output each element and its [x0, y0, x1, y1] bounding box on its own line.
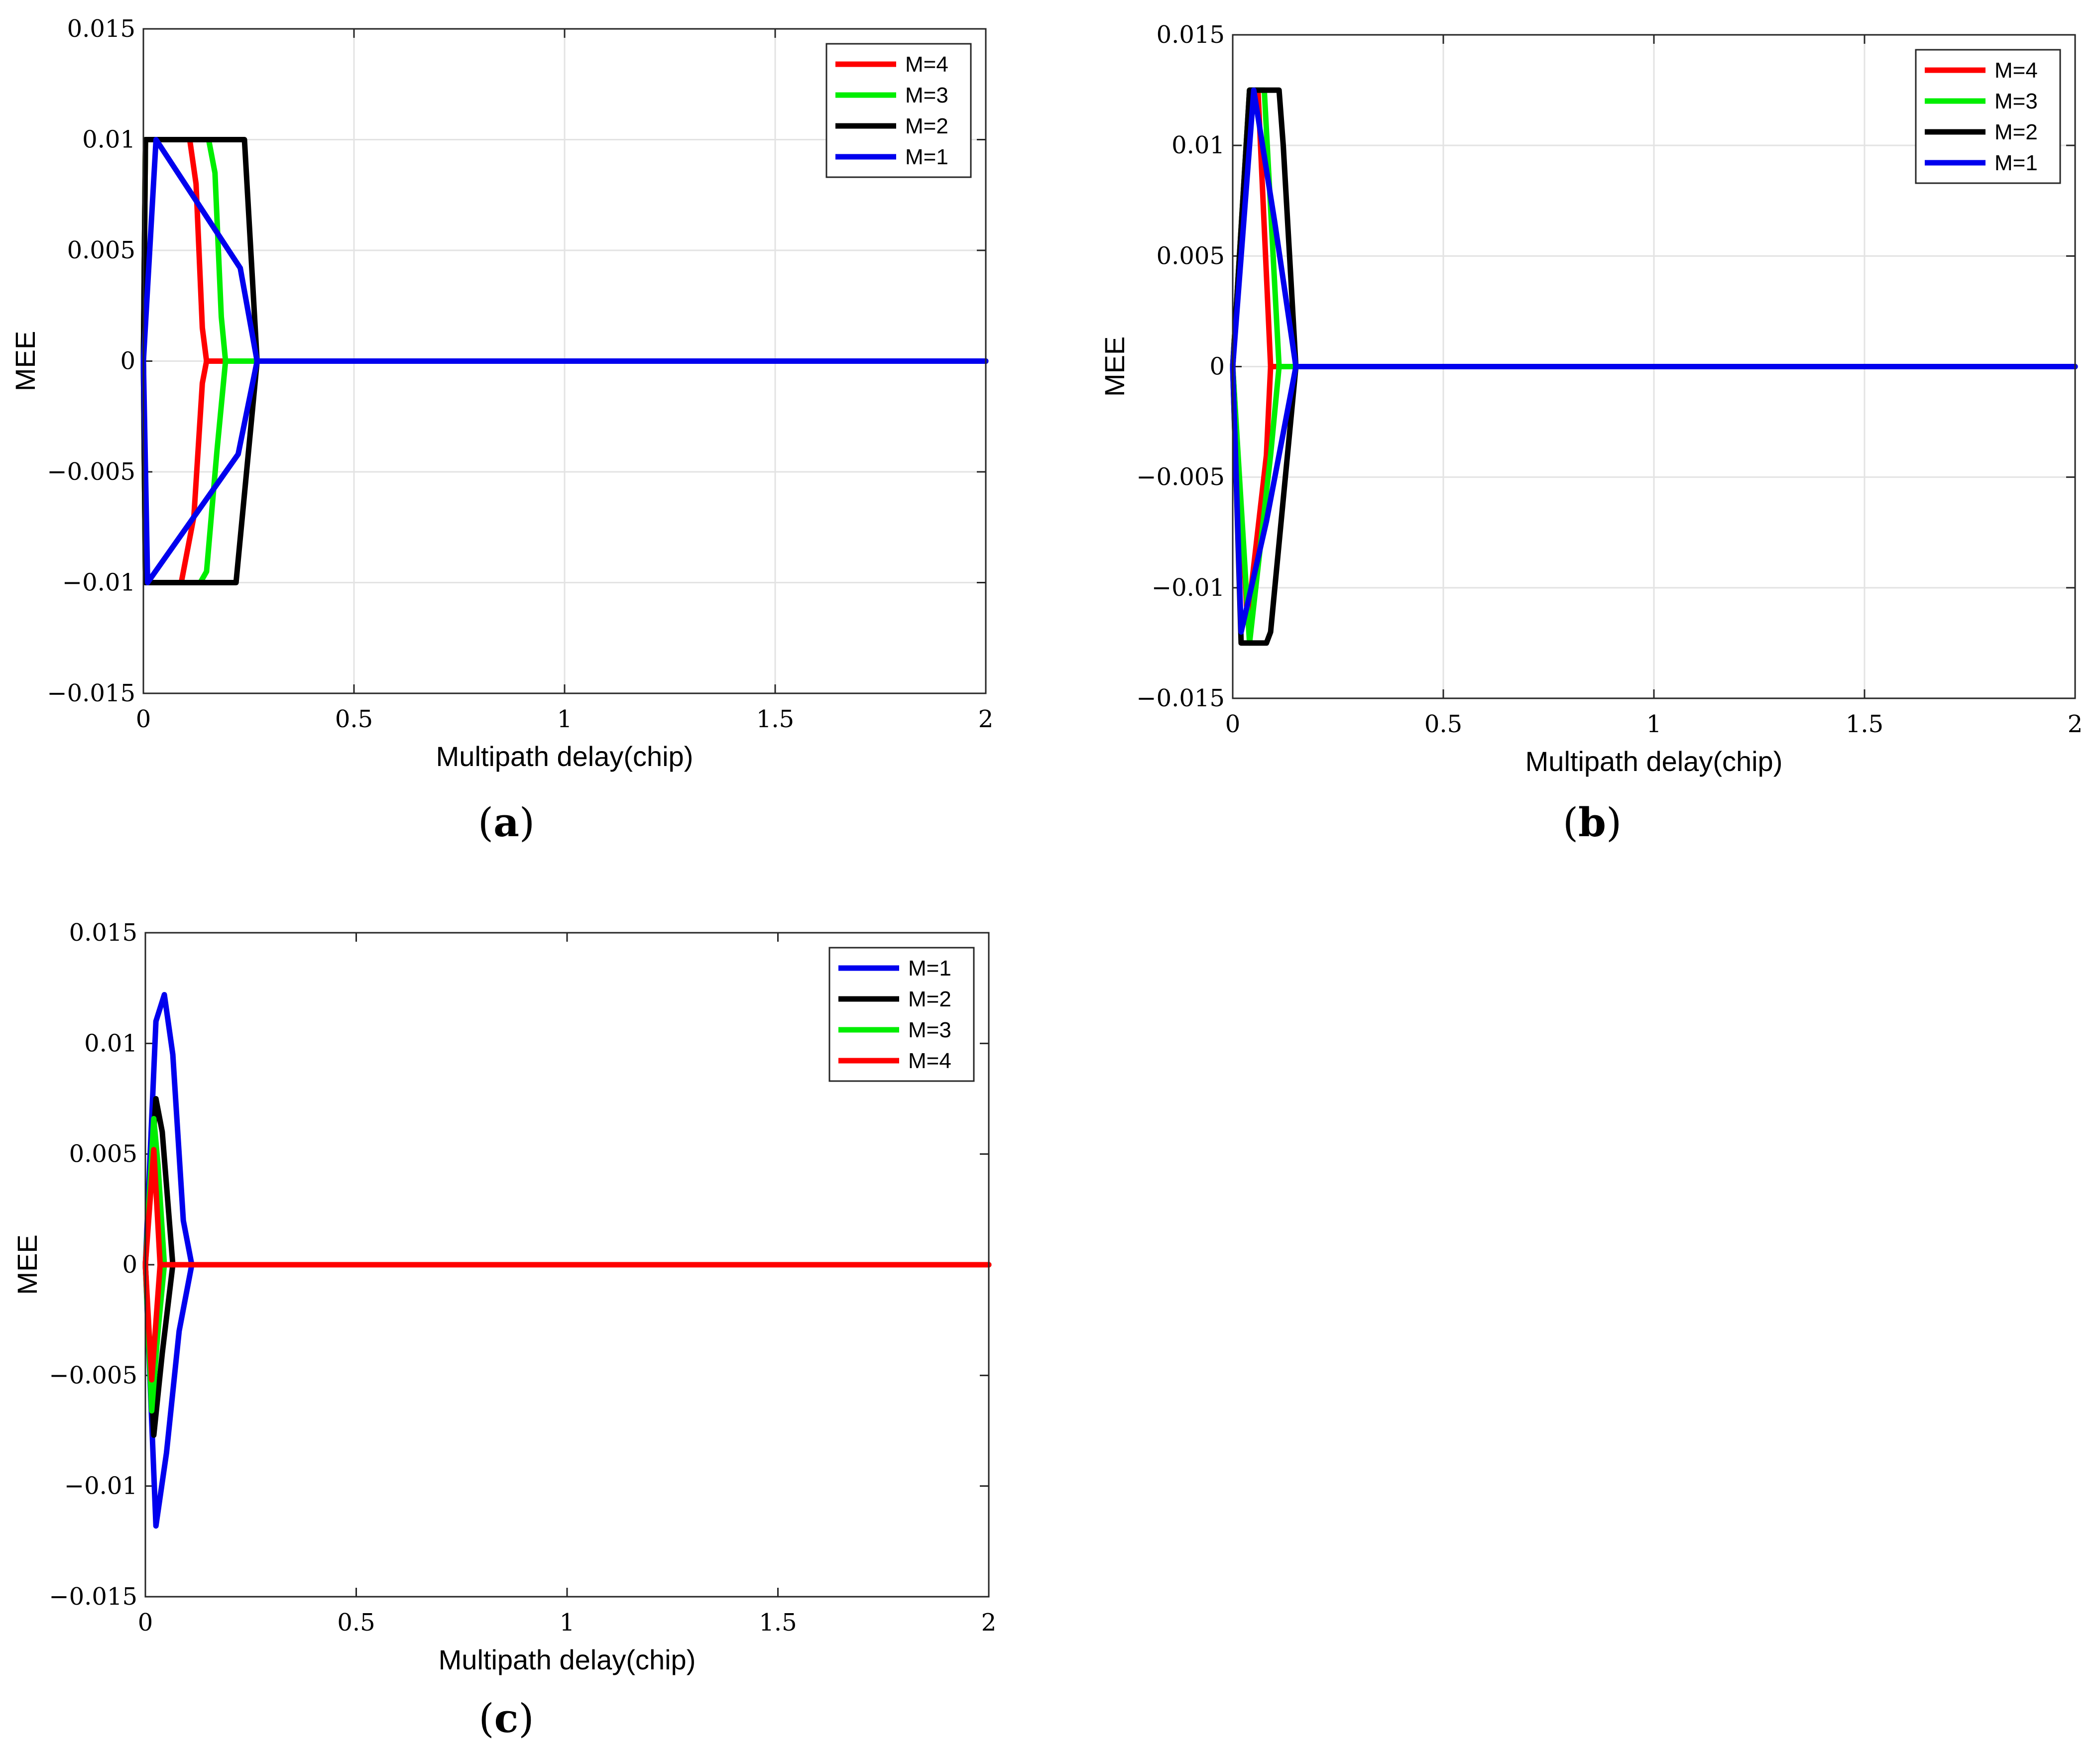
- x-tick-label: 0: [138, 1609, 153, 1637]
- axes-box: [1232, 34, 2076, 699]
- caption-paren-open: (: [478, 799, 493, 846]
- y-tick-label: 0.005: [69, 1140, 137, 1168]
- legend-label-m4: M=4: [1994, 58, 2038, 83]
- x-tick-label: 2: [978, 705, 994, 733]
- panel-caption: (a): [478, 799, 535, 846]
- x-tick-label: 0: [1225, 710, 1241, 738]
- chart-panel-a: 0 0.5 1 1.5 2 −0.015 −0.01 −0.005 0 0.005 0.01 0.01…: [9, 15, 993, 846]
- x-tick-label: 1: [1646, 710, 1662, 738]
- y-tick-label: 0.005: [67, 236, 135, 264]
- chart-panel-b: 0 0.5 1 1.5 2 −0.015 −0.01 −0.005 0 0.005 0.01 0.01…: [1099, 21, 2083, 846]
- y-tick-label: 0.01: [84, 1029, 137, 1057]
- series-line-m4-upper: [142, 1147, 992, 1268]
- y-axis-label: MEE: [1099, 336, 1130, 397]
- y-tick-label: 0.01: [82, 126, 135, 154]
- legend-label-m1: M=1: [1994, 151, 2038, 175]
- axes-box: [142, 28, 987, 694]
- y-tick-label: −0.01: [1152, 574, 1225, 602]
- y-tick-label: 0.005: [1157, 242, 1225, 270]
- caption-paren-close: ): [1606, 799, 1622, 846]
- legend-label-m1: M=1: [905, 145, 948, 169]
- legend-label-m3: M=3: [1994, 89, 2038, 113]
- series-line-m1-lower: [1230, 364, 1299, 635]
- legend-label-m4: M=4: [908, 1049, 951, 1073]
- x-axis-label: Multipath delay(chip): [439, 1644, 696, 1675]
- caption-paren-close: ): [519, 799, 535, 846]
- y-tick-label: 0.015: [1157, 21, 1225, 49]
- x-tick-label: 1.5: [759, 1609, 797, 1637]
- series-line-m1-upper: [1230, 87, 2078, 369]
- x-tick-label: 0: [136, 705, 151, 733]
- series-line-m4-lower: [142, 1262, 163, 1383]
- series-line-m1-lower: [142, 1262, 195, 1529]
- legend-label-m2: M=2: [905, 114, 948, 138]
- caption-letter: a: [493, 799, 519, 846]
- y-tick-label: 0.01: [1171, 131, 1225, 159]
- x-tick-label: 1: [557, 705, 573, 733]
- y-axis-label: MEE: [9, 331, 41, 391]
- legend: M=1 M=2 M=3 M=4: [828, 947, 975, 1082]
- series-group: [142, 992, 992, 1529]
- x-tick-label: 1.5: [1846, 710, 1883, 738]
- axes-box: [144, 932, 990, 1598]
- y-tick-label: 0: [120, 347, 135, 375]
- chart-panel-c: 0 0.5 1 1.5 2 −0.015 −0.01 −0.005 0 0.005 0.01 0.01…: [11, 919, 996, 1742]
- legend-label-m2: M=2: [1994, 120, 2038, 144]
- y-tick-label: −0.005: [49, 1361, 137, 1389]
- legend-label-m1: M=1: [908, 956, 951, 981]
- series-line-m1-lower: [140, 358, 260, 585]
- x-axis-label: Multipath delay(chip): [1525, 746, 1783, 777]
- x-tick-label: 1: [560, 1609, 575, 1637]
- x-tick-label: 2: [2068, 710, 2083, 738]
- y-tick-label: 0: [122, 1251, 137, 1279]
- y-tick-label: −0.015: [49, 1583, 137, 1611]
- legend: M=4 M=3 M=2 M=1: [1915, 49, 2061, 184]
- x-tick-label: 2: [981, 1609, 997, 1637]
- x-tick-label: 1.5: [756, 705, 794, 733]
- series-line-m1-upper: [140, 137, 989, 364]
- panel-caption: (c): [478, 1695, 534, 1742]
- series-group: [140, 137, 989, 585]
- y-tick-label: −0.005: [1136, 463, 1225, 491]
- legend: M=4 M=3 M=2 M=1: [825, 43, 972, 178]
- y-tick-label: −0.015: [47, 679, 135, 707]
- caption-letter: c: [494, 1695, 519, 1742]
- caption-paren-close: ): [518, 1695, 534, 1742]
- caption-paren-open: (: [1563, 799, 1578, 846]
- y-tick-label: −0.015: [1136, 684, 1225, 712]
- y-tick-label: 0: [1209, 353, 1225, 381]
- x-tick-label: 0.5: [1424, 710, 1462, 738]
- caption-paren-open: (: [478, 1695, 494, 1742]
- x-tick-label: 0.5: [337, 1609, 375, 1637]
- x-axis-label: Multipath delay(chip): [436, 741, 694, 772]
- y-tick-label: −0.01: [64, 1472, 137, 1500]
- series-group: [1230, 87, 2078, 646]
- x-tick-label: 0.5: [335, 705, 373, 733]
- panel-caption: (b): [1563, 799, 1622, 846]
- y-tick-label: −0.005: [47, 458, 135, 486]
- legend-label-m4: M=4: [905, 52, 948, 77]
- caption-letter: b: [1578, 799, 1606, 846]
- legend-label-m2: M=2: [908, 987, 951, 1011]
- y-axis-label: MEE: [11, 1234, 43, 1295]
- y-tick-label: −0.01: [62, 569, 135, 597]
- legend-label-m3: M=3: [905, 83, 948, 108]
- y-tick-label: 0.015: [67, 15, 135, 43]
- legend-label-m3: M=3: [908, 1018, 951, 1042]
- y-tick-label: 0.015: [69, 919, 137, 947]
